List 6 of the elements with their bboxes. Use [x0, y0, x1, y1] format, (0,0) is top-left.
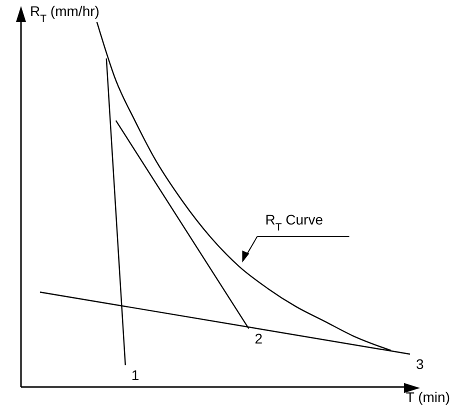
text: R$_{T}$ Curve	[265, 212, 324, 234]
series-label: 3	[416, 356, 424, 372]
y-axis-title: R$_{T}$ (mm/hr)	[30, 3, 100, 25]
x-axis-title: T (min)	[406, 389, 450, 405]
series-label: 1	[131, 367, 140, 384]
series-label: 2	[254, 330, 263, 347]
